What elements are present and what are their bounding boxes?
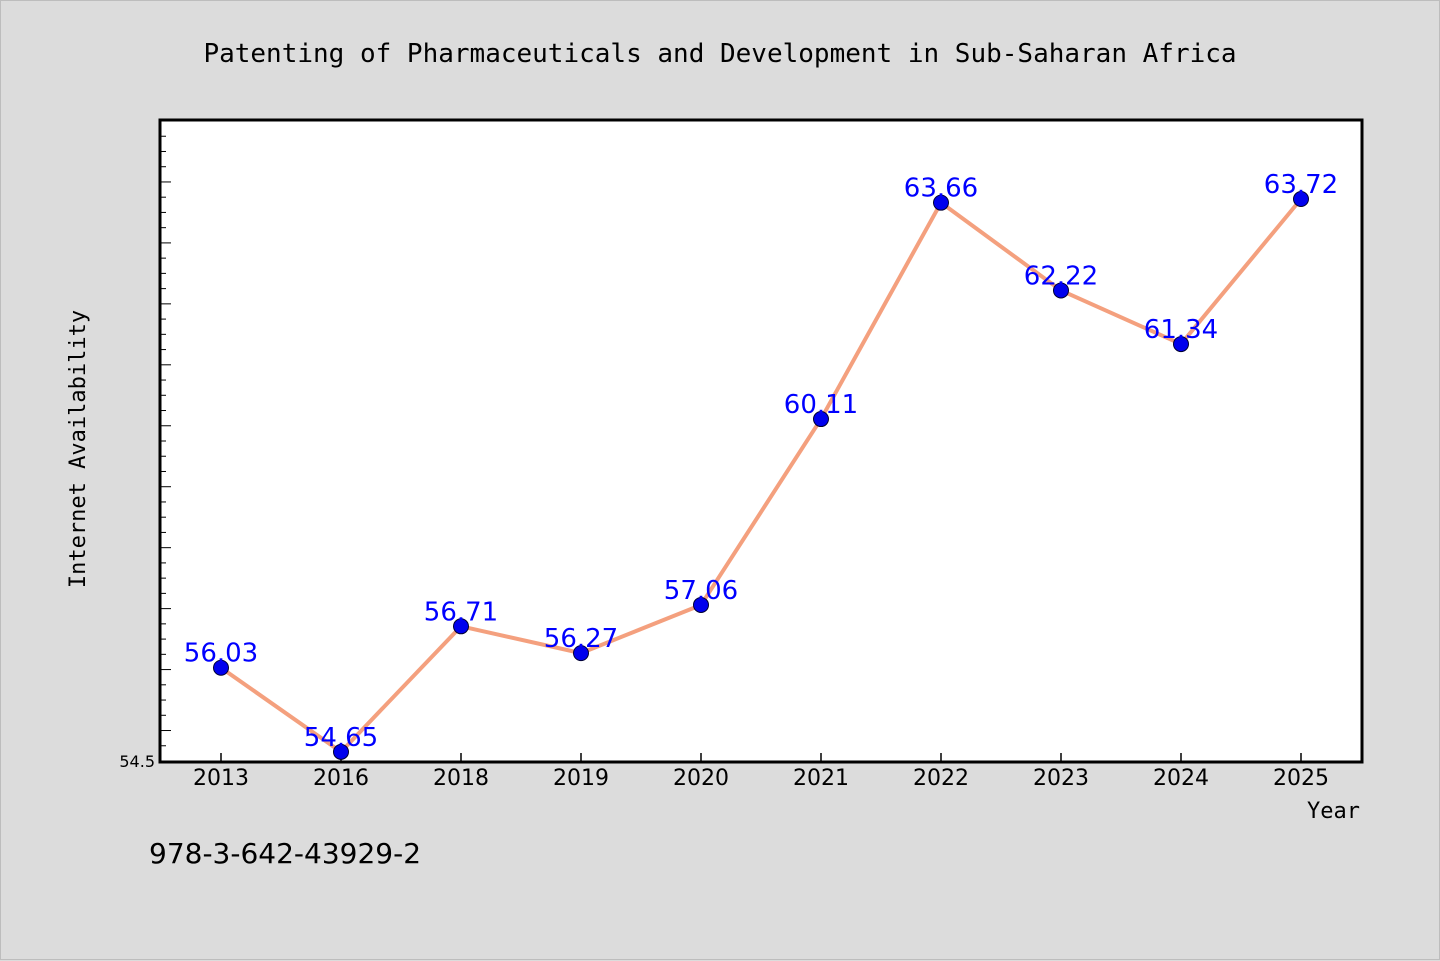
data-label: 57.06 [664,576,738,606]
isbn-text: 978-3-642-43929-2 [149,837,421,870]
x-axis-tick-labels: 2013 2016 2018 2019 2020 2021 2022 2023 2024 2025 [193,766,1329,791]
data-label: 63.72 [1264,170,1338,200]
plot-area [158,118,1364,764]
data-label: 63.66 [904,174,978,204]
data-point [1053,282,1069,299]
series-markers [213,191,1309,760]
x-axis-label: Year [1307,799,1360,824]
data-point [333,743,349,760]
data-point [213,659,229,676]
data-label: 56.71 [424,597,498,627]
x-tick-label: 2020 [673,766,729,791]
data-label: 61.34 [1144,315,1218,345]
y-axis-label: Internet Availability [66,310,91,588]
series-line [219,197,1303,754]
x-tick-label: 2024 [1153,766,1209,791]
chart-title: Patenting of Pharmaceuticals and Develop… [203,39,1236,69]
data-point [1293,191,1309,208]
data-label: 62.22 [1024,261,1098,291]
data-point [1173,336,1189,353]
x-tick-label: 2021 [793,766,849,791]
data-label: 56.03 [184,639,258,669]
data-label: 60.11 [784,390,858,420]
y-axis-tick-labels: 54.5 [119,752,155,771]
data-label: 56.27 [544,624,618,654]
x-tick-label: 2023 [1033,766,1089,791]
series-line-group [219,197,1303,754]
x-tick-label: 2025 [1273,766,1329,791]
data-point [933,194,949,211]
y-tick-label: 54.5 [119,752,155,771]
data-labels: 56.03 54.65 56.71 56.27 57.06 60.11 63.66 62.22… [184,170,1338,753]
x-tick-label: 2022 [913,766,969,791]
data-point [813,411,829,428]
x-tick-label: 2016 [313,766,369,791]
data-point [453,618,469,635]
x-tick-label: 2019 [553,766,609,791]
data-label: 54.65 [304,723,378,753]
y-axis-ticks [161,120,171,762]
data-point [573,645,589,662]
data-point [693,596,709,613]
x-tick-label: 2013 [193,766,249,791]
x-tick-label: 2018 [433,766,489,791]
